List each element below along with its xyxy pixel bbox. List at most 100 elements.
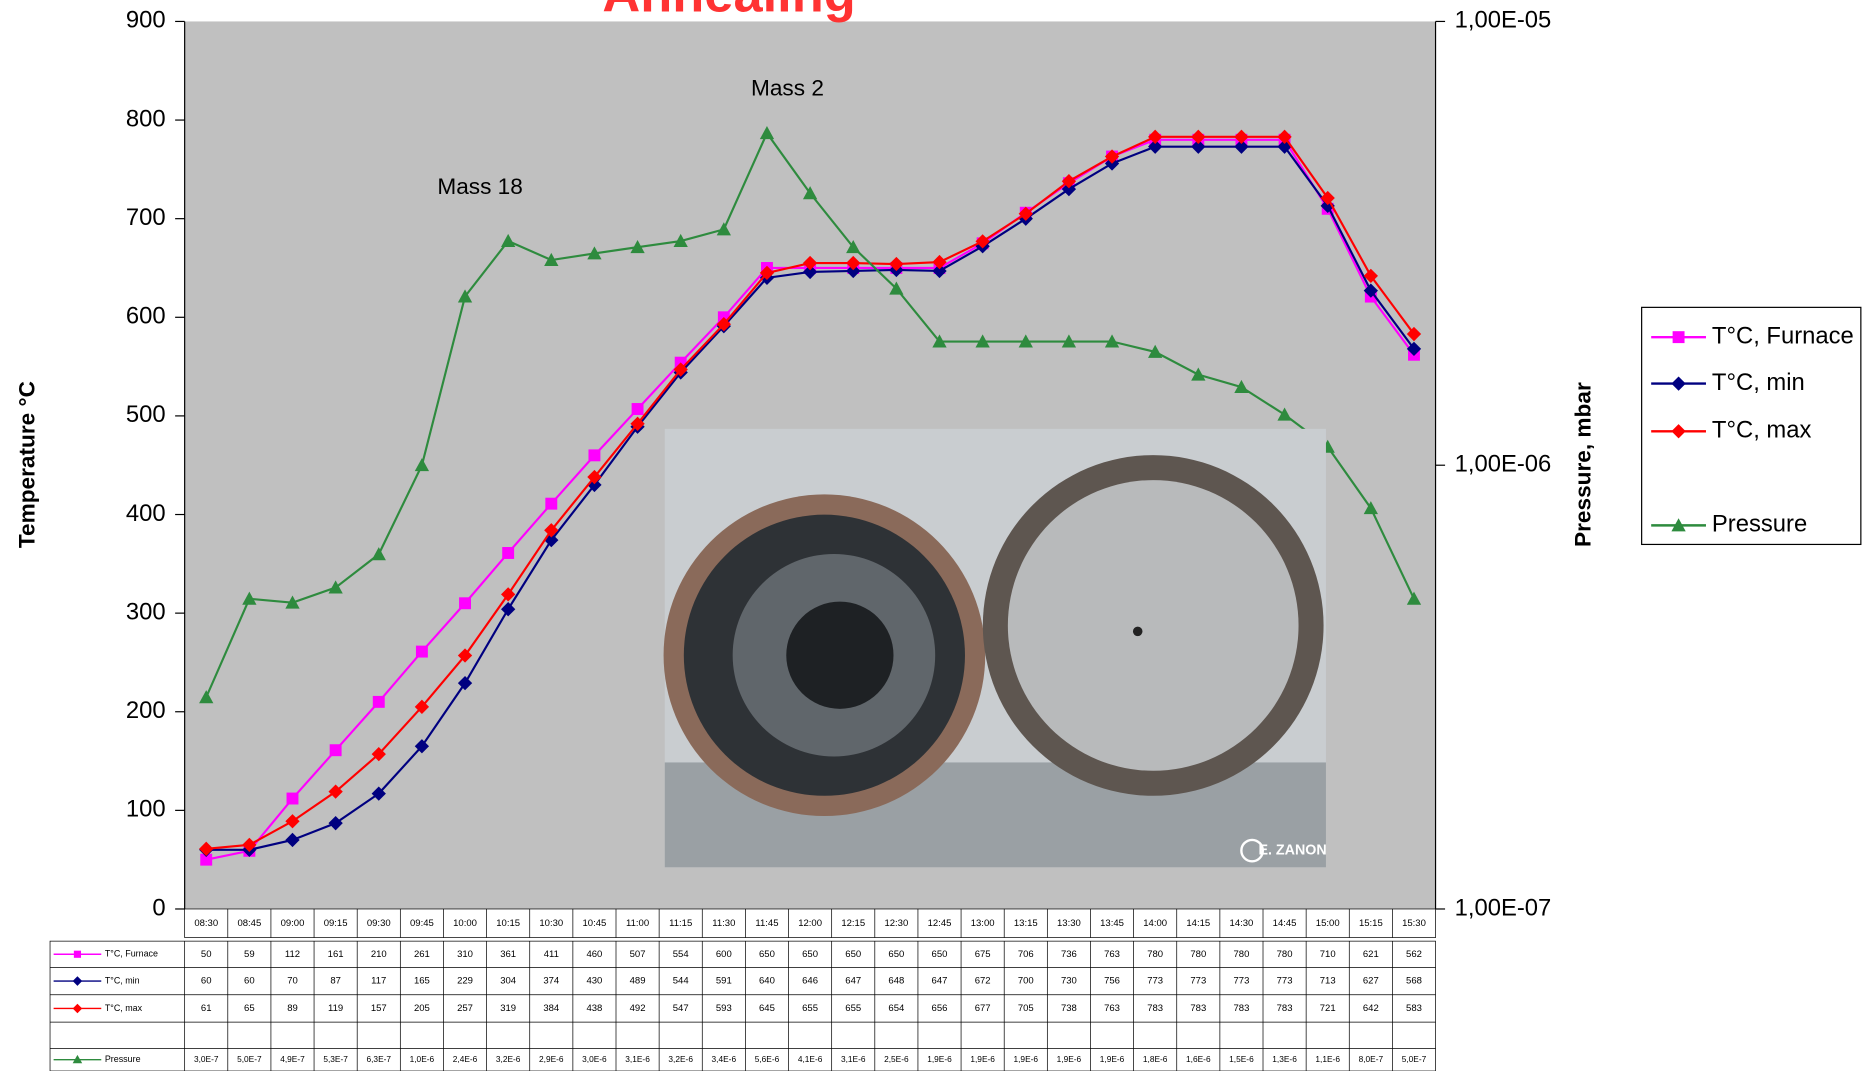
marker (242, 591, 257, 605)
table-legend-marker (72, 1054, 83, 1064)
table-row-label: T°C, max (105, 1003, 143, 1013)
table-cell: 5,3E-7 (323, 1054, 348, 1064)
x-tick-label: 15:30 (1402, 918, 1426, 929)
marker (631, 403, 644, 415)
legend-label: T°C, min (1712, 369, 1805, 396)
table-cell: 738 (1061, 1003, 1077, 1014)
marker (328, 784, 343, 799)
marker (630, 416, 645, 431)
table-cell: 119 (328, 1003, 343, 1014)
marker (1191, 139, 1206, 154)
table-cell: 780 (1233, 949, 1249, 960)
marker (1234, 129, 1249, 144)
table-cell: 61 (201, 1003, 212, 1014)
x-tick-label: 12:15 (841, 918, 865, 929)
table-row-label: Pressure (105, 1054, 141, 1064)
marker (1018, 206, 1033, 221)
marker (371, 786, 386, 801)
chart-title: Annealing (602, 0, 855, 23)
marker (285, 814, 300, 829)
marker (1277, 407, 1292, 421)
table-cell: 374 (543, 976, 560, 987)
table-cell: 59 (244, 949, 255, 960)
marker (1191, 367, 1206, 381)
marker (759, 126, 775, 140)
table-cell: 2,9E-6 (539, 1054, 564, 1064)
legend-marker (1671, 376, 1686, 391)
table-cell: 700 (1018, 976, 1034, 987)
table-cell: 642 (1363, 1003, 1379, 1014)
table-cell: 1,9E-6 (970, 1054, 995, 1064)
table-cell: 5,0E-7 (1402, 1054, 1427, 1064)
y-tick-label: 800 (126, 105, 166, 132)
table-cell: 1,1E-6 (1315, 1054, 1340, 1064)
y2-tick-label: 1,00E-07 (1455, 894, 1552, 921)
table-cell: 763 (1104, 1003, 1120, 1014)
table-cell: 319 (500, 1003, 516, 1014)
table-cell: 730 (1061, 976, 1077, 987)
table-cell: 656 (932, 1003, 948, 1014)
table-cell: 5,6E-6 (755, 1054, 780, 1064)
legend-label: T°C, Furnace (1712, 322, 1854, 349)
y-tick-label: 900 (126, 7, 166, 34)
image-credit: E. ZANON (1258, 842, 1326, 858)
marker (673, 362, 688, 377)
marker (242, 837, 257, 853)
table-cell: 4,1E-6 (798, 1054, 823, 1064)
y-tick-label: 200 (126, 697, 166, 724)
marker (501, 587, 516, 602)
x-tick-label: 15:00 (1316, 918, 1340, 929)
table-cell: 647 (932, 976, 948, 987)
table-cell: 430 (586, 976, 602, 987)
x-tick-label: 09:30 (367, 918, 391, 929)
table-cell: 780 (1190, 949, 1206, 960)
x-tick-label: 14:30 (1230, 918, 1254, 929)
table-cell: 2,4E-6 (453, 1054, 478, 1064)
table-cell: 721 (1320, 1003, 1336, 1014)
marker (1406, 326, 1422, 342)
marker (889, 281, 904, 295)
marker (1148, 344, 1163, 358)
x-tick-label: 10:15 (496, 918, 520, 929)
marker (457, 676, 473, 691)
x-tick-label: 11:00 (626, 918, 649, 929)
marker (502, 547, 515, 559)
table-cell: 161 (328, 949, 344, 960)
table-cell: 650 (932, 949, 948, 960)
table-cell: 655 (845, 1003, 861, 1014)
y-tick-label: 100 (126, 796, 166, 823)
marker (1191, 129, 1206, 144)
table-cell: 60 (244, 976, 255, 987)
table-cell: 112 (285, 949, 300, 960)
photo: E. ZANON (663, 428, 1327, 868)
marker (328, 580, 343, 594)
legend-marker (1672, 331, 1685, 344)
marker (716, 317, 731, 332)
x-tick-label: 12:45 (928, 918, 952, 929)
marker (329, 744, 342, 757)
table-cell: 648 (888, 976, 904, 987)
legend-label: Pressure (1712, 511, 1807, 538)
table-cell: 736 (1061, 949, 1077, 960)
marker (1104, 149, 1120, 164)
marker (846, 255, 861, 271)
y-tick-label: 300 (126, 598, 166, 625)
x-tick-label: 12:00 (798, 918, 822, 929)
table-cell: 3,2E-6 (668, 1054, 693, 1064)
table-cell: 165 (414, 976, 430, 987)
table-legend-marker (73, 950, 82, 958)
marker (932, 334, 947, 348)
table-cell: 229 (457, 976, 473, 987)
table-cell: 655 (802, 1003, 818, 1014)
marker (1061, 334, 1077, 348)
table-cell: 507 (630, 949, 646, 960)
table-cell: 1,9E-6 (927, 1054, 952, 1064)
marker (286, 792, 299, 805)
table-cell: 650 (845, 949, 861, 960)
table-cell: 705 (1018, 1003, 1034, 1014)
table-cell: 3,4E-6 (712, 1054, 737, 1064)
table-cell: 646 (802, 976, 818, 987)
x-tick-label: 09:15 (324, 918, 348, 929)
marker (414, 458, 430, 472)
